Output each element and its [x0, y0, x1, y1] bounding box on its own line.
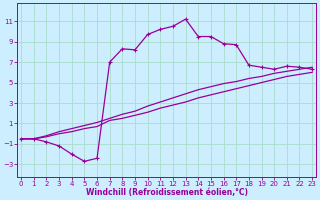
- X-axis label: Windchill (Refroidissement éolien,°C): Windchill (Refroidissement éolien,°C): [86, 188, 248, 197]
